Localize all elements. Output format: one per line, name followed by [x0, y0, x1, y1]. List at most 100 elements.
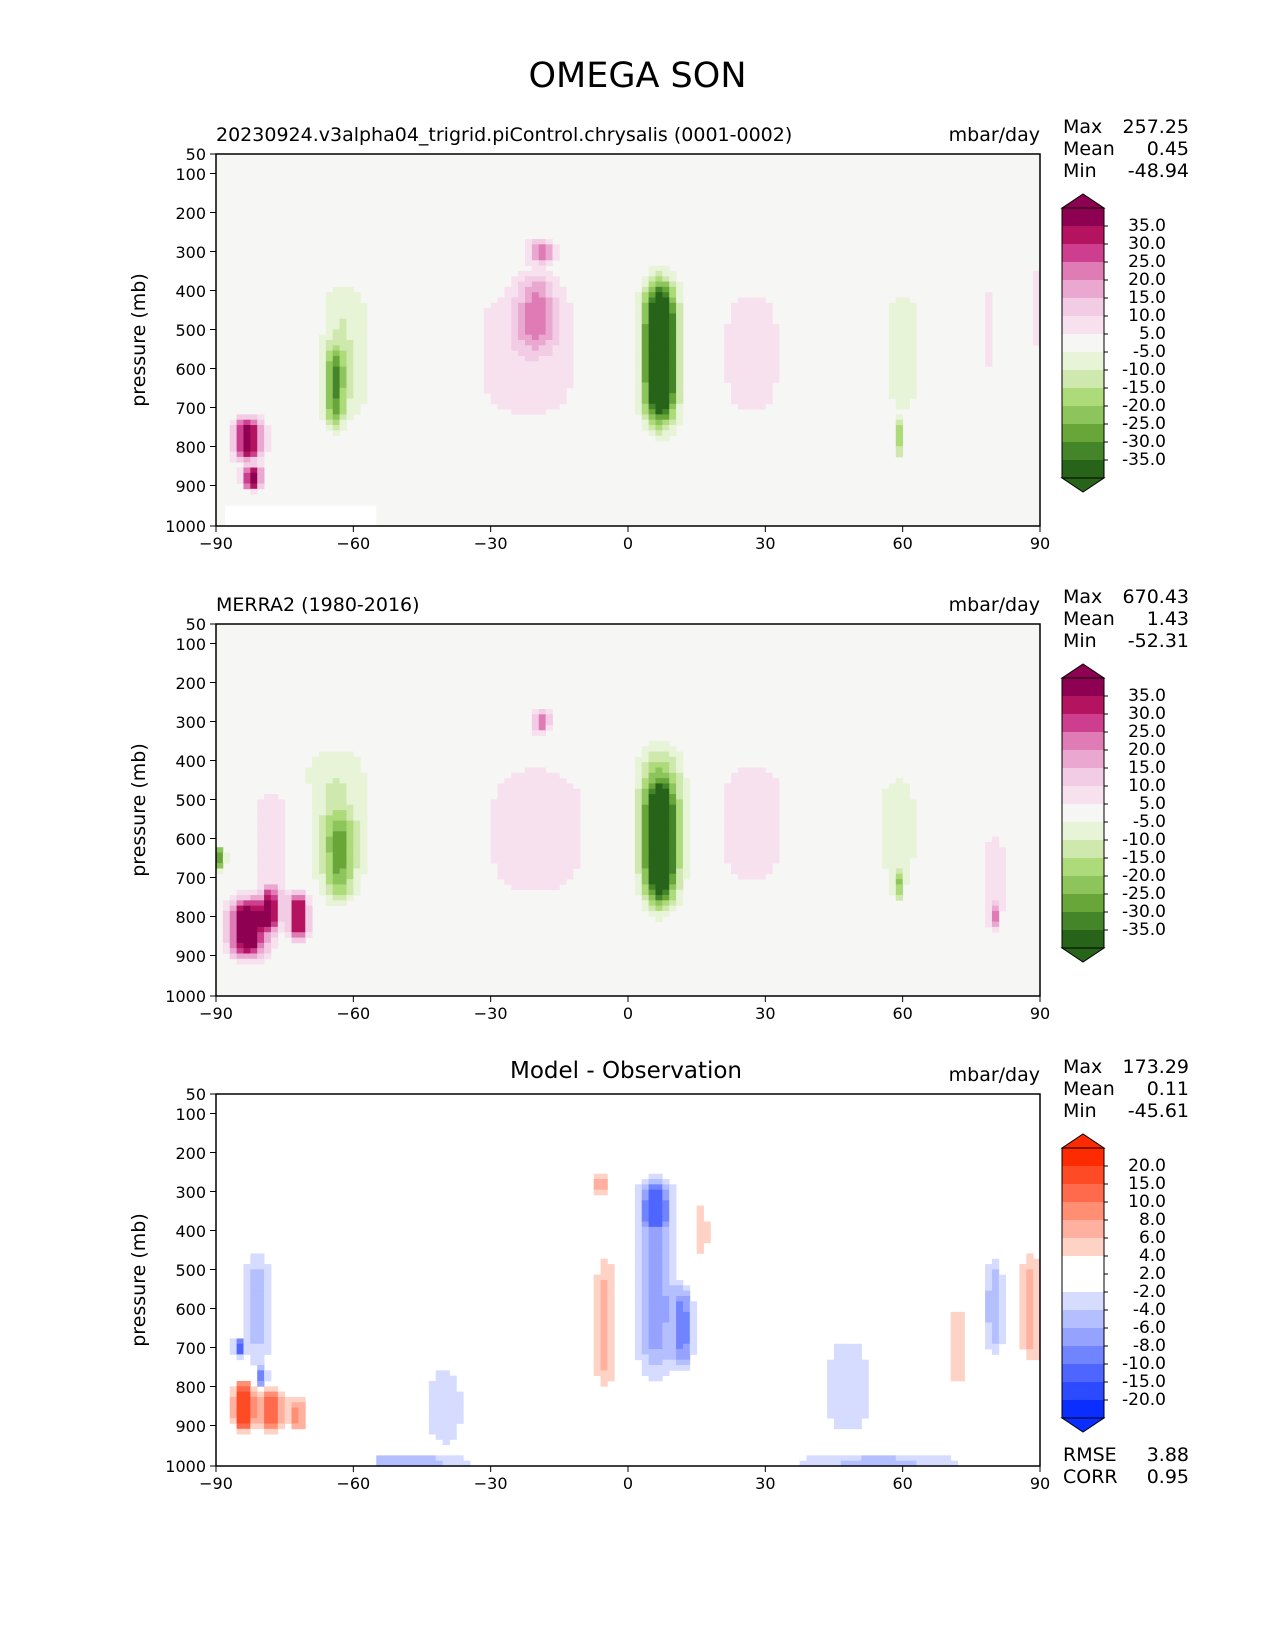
y-tick-label: 700	[175, 1338, 206, 1358]
field-cell	[600, 1327, 608, 1334]
field-cell	[250, 900, 258, 907]
field-cell	[751, 398, 759, 405]
field-cell	[950, 1327, 958, 1334]
field-cell	[1033, 1285, 1041, 1292]
field-cell	[552, 393, 560, 399]
field-cell	[634, 836, 643, 843]
field-cell	[909, 313, 917, 320]
field-cell	[676, 324, 684, 330]
field-cell	[676, 772, 684, 779]
field-cell	[531, 371, 540, 378]
field-cell	[525, 382, 533, 389]
field-cell	[243, 1418, 251, 1424]
field-cell	[648, 1216, 656, 1222]
field-cell	[325, 403, 334, 410]
field-cell	[284, 916, 292, 922]
field-cell	[497, 852, 505, 859]
field-cell	[1033, 286, 1041, 293]
field-cell	[655, 889, 663, 896]
field-cell	[998, 1311, 1007, 1318]
field-cell	[518, 334, 526, 341]
colorbar-segment	[1062, 262, 1104, 281]
field-cell	[634, 831, 643, 837]
field-cell	[662, 1354, 670, 1361]
field-cell	[662, 366, 670, 373]
field-cell	[854, 1370, 862, 1377]
field-cell	[325, 857, 334, 864]
field-cell	[538, 873, 546, 880]
field-cell	[483, 377, 492, 383]
field-cell	[737, 371, 746, 378]
field-cell	[648, 910, 656, 917]
field-cell	[669, 377, 677, 383]
field-cell	[291, 926, 299, 933]
x-tick-label: 30	[755, 1004, 776, 1023]
field-cell	[888, 340, 897, 346]
stat-value: -52.31	[1127, 630, 1189, 652]
field-cell	[634, 1194, 643, 1201]
field-cell	[634, 767, 643, 774]
field-cell	[634, 1221, 643, 1228]
field-cell	[339, 387, 347, 394]
field-cell	[772, 847, 780, 853]
field-cell	[731, 371, 739, 378]
field-cell	[545, 382, 553, 389]
field-cell	[655, 403, 663, 410]
field-cell	[222, 921, 231, 928]
field-cell	[655, 1333, 663, 1339]
field-cell	[538, 345, 546, 352]
field-cell	[264, 895, 272, 901]
field-cell	[641, 1264, 649, 1270]
field-cell	[229, 456, 237, 463]
field-cell	[882, 852, 890, 859]
field-cell	[229, 932, 237, 938]
field-cell	[669, 1258, 677, 1265]
field-cell	[662, 1370, 670, 1377]
field-cell	[634, 340, 643, 346]
field-cell	[353, 366, 361, 373]
colorbar-label: -20.0	[1122, 396, 1166, 416]
field-cell	[428, 1423, 437, 1430]
x-tick-label: 90	[1029, 1004, 1051, 1023]
field-cell	[751, 393, 759, 399]
field-cell	[243, 895, 251, 901]
field-cell	[339, 366, 347, 373]
field-cell	[1019, 1285, 1027, 1292]
field-cell	[236, 1343, 244, 1350]
field-cell	[895, 350, 904, 357]
field-cell	[895, 868, 904, 875]
field-cell	[662, 815, 670, 822]
field-cell	[346, 847, 354, 853]
field-cell	[264, 1338, 272, 1345]
field-cell	[222, 932, 231, 938]
field-cell	[607, 1301, 615, 1307]
field-cell	[902, 387, 910, 394]
field-cell	[634, 799, 643, 806]
field-cell	[998, 847, 1007, 853]
field-cell	[731, 377, 739, 383]
field-cell	[634, 825, 643, 832]
field-cell	[648, 403, 656, 410]
field-cell	[985, 1311, 993, 1318]
field-cell	[264, 1391, 272, 1398]
field-cell	[346, 313, 354, 320]
field-cell	[298, 905, 306, 912]
field-cell	[319, 847, 327, 853]
field-cell	[243, 1333, 251, 1339]
field-cell	[243, 948, 251, 954]
field-cell	[662, 313, 670, 320]
field-cell	[264, 1386, 272, 1392]
field-cell	[765, 324, 773, 330]
field-cell	[888, 810, 897, 816]
field-cell	[497, 302, 505, 309]
field-cell	[985, 1285, 993, 1292]
field-cell	[250, 889, 258, 896]
field-cell	[834, 1370, 842, 1377]
field-cell	[511, 799, 519, 806]
field-cell	[758, 794, 766, 800]
field-cell	[744, 324, 752, 330]
field-cell	[442, 1370, 450, 1377]
field-cell	[902, 794, 910, 800]
field-cell	[998, 1327, 1007, 1334]
field-cell	[531, 366, 540, 373]
